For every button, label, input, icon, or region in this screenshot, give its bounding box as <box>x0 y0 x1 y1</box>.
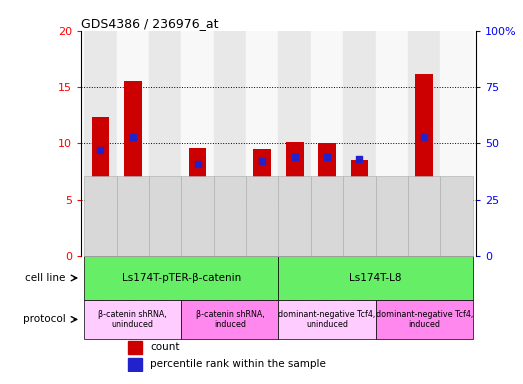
Bar <box>376 176 408 256</box>
Text: cell line: cell line <box>25 273 65 283</box>
Text: Ls174T-L8: Ls174T-L8 <box>349 273 402 283</box>
Point <box>226 212 234 218</box>
Bar <box>214 31 246 256</box>
Bar <box>278 300 376 339</box>
Bar <box>92 118 109 256</box>
Point <box>161 185 169 191</box>
Text: GDS4386 / 236976_at: GDS4386 / 236976_at <box>81 17 219 30</box>
Bar <box>278 256 473 300</box>
Bar <box>318 143 336 256</box>
Bar <box>278 31 311 256</box>
Point <box>388 208 396 214</box>
Bar <box>84 176 117 256</box>
Bar <box>311 31 343 256</box>
Bar <box>343 31 376 256</box>
Bar <box>221 237 239 256</box>
Text: Ls174T-pTER-β-catenin: Ls174T-pTER-β-catenin <box>122 273 241 283</box>
Bar <box>350 160 368 256</box>
Point <box>452 192 461 198</box>
Bar <box>117 176 149 256</box>
Text: protocol: protocol <box>22 314 65 324</box>
Bar <box>343 176 376 256</box>
Point <box>323 154 331 160</box>
Text: β-catenin shRNA,
induced: β-catenin shRNA, induced <box>196 310 264 329</box>
Text: β-catenin shRNA,
uninduced: β-catenin shRNA, uninduced <box>98 310 167 329</box>
Bar <box>278 176 311 256</box>
Bar <box>181 31 214 256</box>
Point <box>290 154 299 160</box>
Text: dominant-negative Tcf4,
induced: dominant-negative Tcf4, induced <box>376 310 473 329</box>
Point <box>420 134 428 140</box>
Bar <box>440 176 473 256</box>
Point <box>258 158 267 164</box>
Bar <box>415 73 433 256</box>
Bar <box>246 31 278 256</box>
Bar <box>117 31 149 256</box>
Bar <box>84 31 117 256</box>
Bar <box>84 300 181 339</box>
Point <box>96 147 105 153</box>
Text: count: count <box>150 343 180 353</box>
Point <box>355 156 363 162</box>
Bar <box>214 176 246 256</box>
Bar <box>181 176 214 256</box>
Bar <box>254 149 271 256</box>
Bar <box>84 256 278 300</box>
Bar <box>311 176 343 256</box>
Bar <box>383 236 401 256</box>
Bar <box>440 31 473 256</box>
Bar <box>189 148 207 256</box>
Point <box>194 161 202 167</box>
Bar <box>129 341 142 354</box>
Bar <box>181 300 278 339</box>
Bar <box>448 212 465 256</box>
Bar <box>408 176 440 256</box>
Bar <box>124 81 142 256</box>
Bar <box>376 300 473 339</box>
Bar <box>246 176 278 256</box>
Bar <box>376 31 408 256</box>
Text: percentile rank within the sample: percentile rank within the sample <box>150 359 326 369</box>
Bar <box>129 358 142 371</box>
Bar <box>156 188 174 256</box>
Bar <box>149 31 181 256</box>
Bar <box>149 176 181 256</box>
Text: dominant-negative Tcf4,
uninduced: dominant-negative Tcf4, uninduced <box>278 310 376 329</box>
Point <box>129 134 137 140</box>
Bar <box>408 31 440 256</box>
Bar <box>286 142 303 256</box>
